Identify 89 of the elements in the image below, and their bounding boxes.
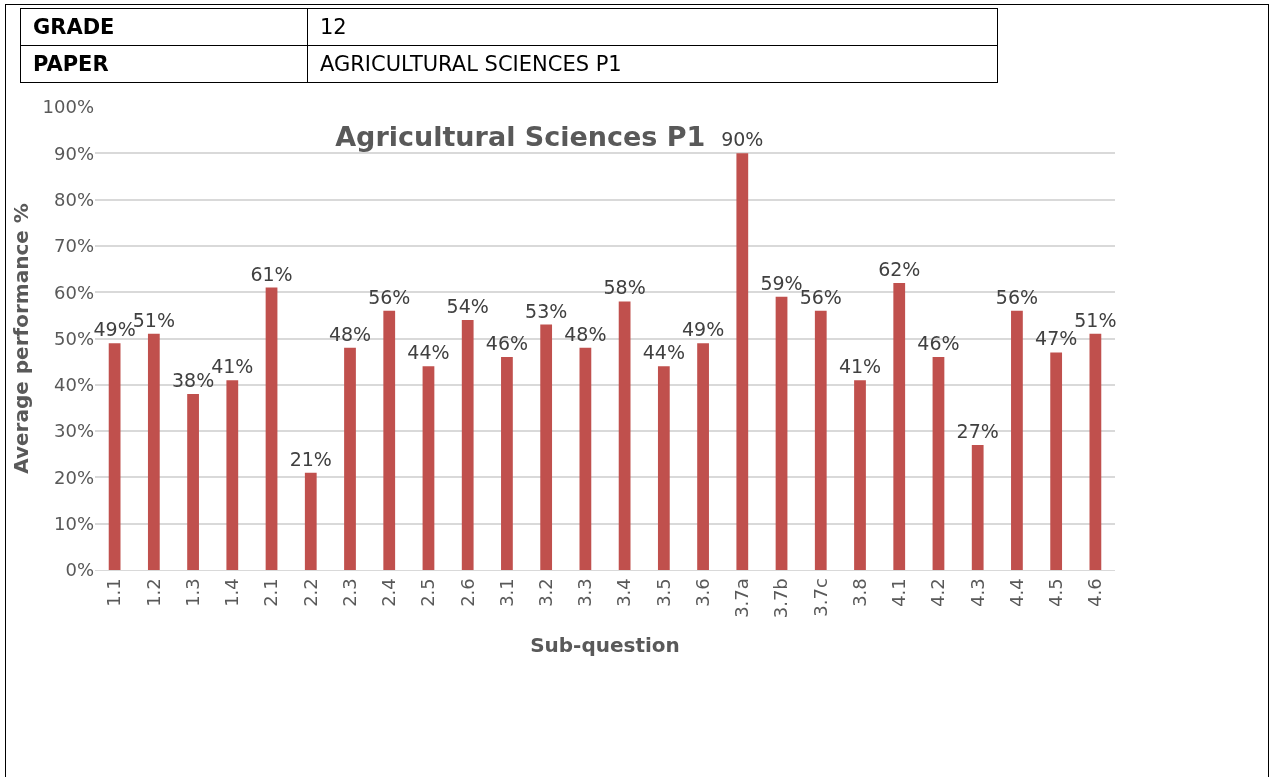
x-tick-label: 1.1 [103, 578, 125, 607]
x-tick-label: 1.2 [142, 578, 164, 607]
x-tick-label: 3.7a [731, 578, 753, 618]
x-tick-label: 4.5 [1045, 578, 1066, 607]
bar [697, 343, 709, 570]
x-tick-label: 3.1 [495, 578, 517, 607]
bar [814, 310, 827, 570]
x-axis-title: Sub-question [530, 632, 680, 657]
x-tick-label: 3.3 [574, 578, 596, 607]
bar [1050, 352, 1063, 570]
data-label: 27% [956, 419, 999, 442]
y-tick-label: 20% [53, 466, 94, 488]
data-label: 61% [250, 262, 293, 285]
bar [383, 310, 396, 570]
data-label: 46% [917, 332, 960, 355]
y-tick-label: 90% [53, 142, 94, 164]
x-tick-label: 4.2 [927, 578, 949, 607]
bar [1089, 333, 1102, 570]
bar [540, 324, 553, 570]
bar [854, 380, 866, 570]
data-label: 48% [564, 322, 607, 345]
data-label: 21% [289, 447, 332, 470]
bar [971, 444, 984, 570]
x-tick-label: 4.6 [1084, 578, 1106, 607]
x-tick-label: 3.7c [809, 578, 831, 617]
text: GRADE [20, 8, 308, 46]
bar [108, 343, 121, 570]
y-tick-label: 50% [53, 327, 94, 349]
bar [932, 357, 945, 570]
bar [657, 366, 670, 570]
x-tick-label: 4.1 [888, 578, 910, 607]
data-label: 58% [603, 276, 646, 299]
data-label: 56% [995, 285, 1039, 308]
x-tick-label: 2.4 [378, 578, 400, 607]
bar [501, 357, 513, 570]
bar [265, 287, 278, 570]
bar [226, 380, 239, 570]
bar [736, 153, 749, 570]
x-tick-label: 2.6 [456, 578, 478, 607]
bar [1011, 310, 1023, 570]
bar [422, 366, 435, 570]
data-label: 56% [368, 285, 411, 308]
data-label: 49% [681, 318, 725, 341]
data-label: 44% [642, 341, 685, 364]
text: AGRICULTURAL SCIENCES P1 [307, 45, 998, 83]
x-tick-label: 3.5 [652, 578, 674, 607]
data-label: 90% [721, 128, 764, 151]
data-label: 41% [838, 355, 882, 378]
bar [579, 347, 592, 570]
y-tick-label: 60% [53, 281, 94, 303]
bar [618, 301, 631, 570]
x-tick-label: 3.2 [535, 578, 556, 607]
y-tick-label: 30% [53, 420, 94, 442]
data-label: 53% [525, 299, 568, 322]
text: Agricultural Sciences P1 [335, 121, 706, 153]
x-tick-label: 2.3 [338, 578, 360, 607]
data-label: 46% [485, 332, 529, 355]
bar [775, 296, 788, 570]
bar [461, 319, 474, 570]
y-tick-label: 80% [53, 188, 94, 210]
bar [304, 472, 317, 570]
y-tick-label: 70% [53, 235, 94, 257]
y-tick-label: 100% [42, 96, 94, 118]
data-label: 48% [328, 322, 372, 345]
data-label: 54% [446, 294, 489, 317]
x-tick-label: 1.4 [221, 578, 243, 607]
x-tick-label: 4.4 [1005, 578, 1027, 607]
text: PAPER [20, 45, 308, 83]
x-tick-label: 4.3 [966, 578, 988, 607]
bar [893, 282, 906, 570]
bar [187, 394, 199, 570]
x-tick-label: 3.4 [613, 578, 635, 607]
data-label: 59% [760, 271, 803, 294]
x-tick-label: 3.7b [770, 578, 792, 619]
x-tick-label: 3.8 [848, 578, 870, 607]
x-tick-label: 1.3 [181, 578, 203, 607]
bar [344, 347, 356, 570]
y-tick-label: 0% [65, 559, 94, 581]
data-label: 44% [407, 341, 450, 364]
y-axis-title: Average performance % [9, 203, 34, 474]
x-tick-label: 2.1 [260, 578, 282, 607]
text: 12 [307, 8, 998, 46]
y-tick-label: 10% [53, 513, 94, 534]
x-tick-label: 2.5 [417, 578, 439, 607]
bar [147, 333, 160, 570]
x-tick-label: 3.6 [691, 578, 713, 607]
x-tick-label: 2.2 [299, 578, 321, 607]
y-tick-label: 40% [53, 374, 94, 396]
data-label: 62% [878, 257, 921, 280]
